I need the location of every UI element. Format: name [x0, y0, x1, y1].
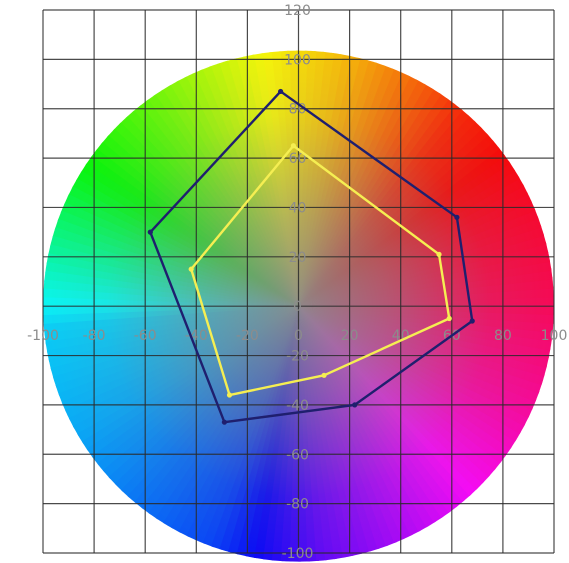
y-tick-label: -100 — [282, 546, 314, 562]
y-tick-label: 0 — [293, 299, 302, 315]
y-tick-label: 100 — [284, 52, 311, 68]
x-tick-label: 100 — [541, 328, 568, 344]
y-tick-label: -80 — [286, 497, 309, 513]
x-tick-label: -100 — [27, 328, 59, 344]
y-tick-label: -20 — [286, 349, 309, 365]
series-1-point — [352, 402, 358, 408]
series-2-point — [290, 143, 296, 149]
series-1-point — [454, 214, 460, 220]
y-tick-label: 40 — [289, 200, 307, 216]
series-2-point — [436, 251, 442, 257]
y-tick-label: 120 — [284, 3, 311, 19]
series-1-point — [278, 88, 284, 95]
series-2-point — [188, 266, 194, 272]
x-tick-label: 0 — [294, 328, 303, 344]
axis-tick-labels: 120 100 80 60 40 20 -20 -40 -60 -80 -100 -100 -80 -60… — [27, 3, 567, 562]
x-tick-label: -60 — [134, 328, 157, 344]
x-tick-label: 80 — [494, 328, 512, 344]
x-tick-label: 20 — [341, 328, 359, 344]
series-1-point — [221, 419, 228, 425]
y-tick-label: -60 — [286, 447, 309, 463]
series-1-point — [469, 318, 475, 324]
x-tick-label: -20 — [236, 328, 259, 344]
series-2-point — [321, 372, 327, 378]
y-tick-label: 20 — [289, 250, 307, 266]
grid-lines — [42, 9, 555, 554]
x-tick-label: -80 — [83, 328, 106, 344]
x-tick-label: 40 — [392, 328, 410, 344]
series-1-point — [147, 229, 153, 235]
series-2-point — [446, 315, 452, 322]
y-tick-label: 60 — [289, 151, 307, 167]
y-tick-label: -40 — [286, 398, 309, 414]
series-2-point — [226, 392, 233, 398]
gamut-series — [147, 88, 475, 425]
